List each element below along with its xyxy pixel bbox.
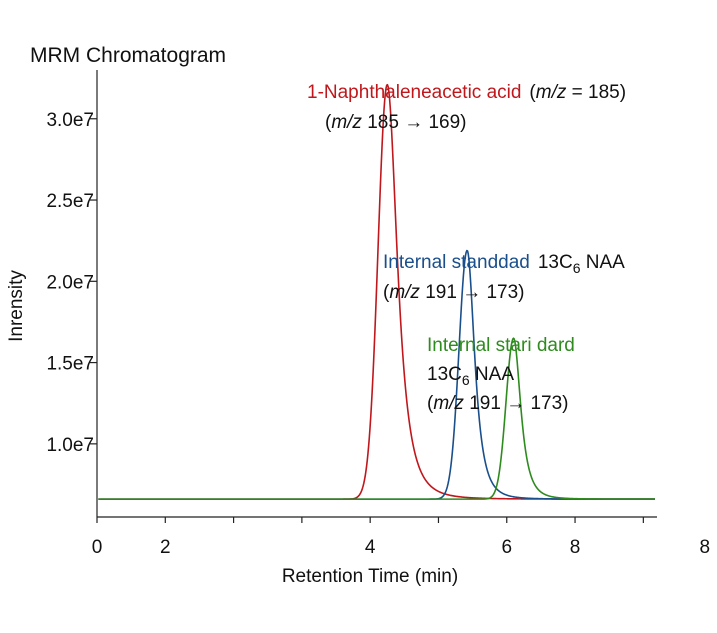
annotation-is2-transition-rest: 191 → 173): [464, 393, 569, 414]
series-group: [98, 83, 656, 500]
annotation-naa-transition-open: (: [325, 112, 332, 133]
annotation-is1-iso-sub: 6: [573, 260, 581, 276]
x-tick-label-2: 4: [365, 537, 376, 558]
x-tick-label-3: 6: [501, 537, 512, 558]
annotation-naa-label: 1-Naphthaleneacetic acid: [307, 82, 521, 103]
x-tick-label-1: 2: [160, 537, 171, 558]
annotation-is2-name: Internal stari dard: [427, 335, 575, 356]
x-ticks: 0 2 4 6 8 8: [92, 517, 710, 558]
series-line-0: [98, 83, 656, 500]
annotation-naa-mz-italic: m/z: [536, 82, 567, 103]
y-tick-label-2: 2.0e7: [46, 272, 94, 293]
annotation-is2-transition-open: (: [427, 393, 434, 414]
series-line-2: [98, 337, 656, 500]
annotation-naa-mz-rest: = 185): [566, 82, 626, 103]
annotation-is2-transition-italic: m/z: [433, 393, 464, 414]
y-tick-label-1: 1.5e7: [46, 354, 94, 375]
x-tick-label-4: 8: [570, 537, 581, 558]
annotation-is1-name: Internal standdad 13C6 NAA: [383, 252, 625, 276]
annotation-is1-iso-post: NAA: [581, 252, 626, 273]
annotation-is1-transition: (m/z 191 → 173): [383, 282, 525, 303]
annotation-is2-iso-sub: 6: [462, 372, 470, 388]
annotation-naa-transition: (m/z 185 → 169): [325, 112, 467, 133]
chart-title: MRM Chromatogram: [30, 44, 226, 67]
annotation-is1-transition-open: (: [383, 282, 390, 303]
annotation-naa-name: 1-Naphthaleneacetic acid (m/z = 185): [307, 82, 626, 103]
x-tick-label-0: 0: [92, 537, 103, 558]
x-axis-label: Retention Time (min): [282, 566, 458, 587]
y-tick-label-0: 1.0e7: [46, 435, 94, 456]
annotation-naa-mz-open: (: [529, 82, 536, 103]
y-tick-label-3: 2.5e7: [46, 191, 94, 212]
annotation-naa-transition-rest: 185 → 169): [362, 112, 467, 133]
y-axis-label: Inrensity: [6, 270, 27, 342]
annotation-is2-iso-post: NAA: [470, 364, 515, 385]
annotation-is1-iso: 13C: [538, 252, 573, 273]
annotation-naa-transition-italic: m/z: [331, 112, 362, 133]
annotation-is2-iso: 13C6 NAA: [427, 364, 514, 388]
annotation-is2-transition: (m/z 191 → 173): [427, 393, 569, 414]
y-ticks: 1.0e7 1.5e7 2.0e7 2.5e7 3.0e7: [46, 110, 97, 456]
y-tick-label-4: 3.0e7: [46, 110, 94, 131]
annotation-is1-transition-italic: m/z: [389, 282, 420, 303]
annotation-is2-iso-pre: 13C: [427, 364, 462, 385]
x-tick-label-5: 8: [700, 537, 711, 558]
annotation-is1-label: Internal standdad: [383, 252, 530, 273]
annotation-is1-transition-rest: 191 → 173): [420, 282, 525, 303]
